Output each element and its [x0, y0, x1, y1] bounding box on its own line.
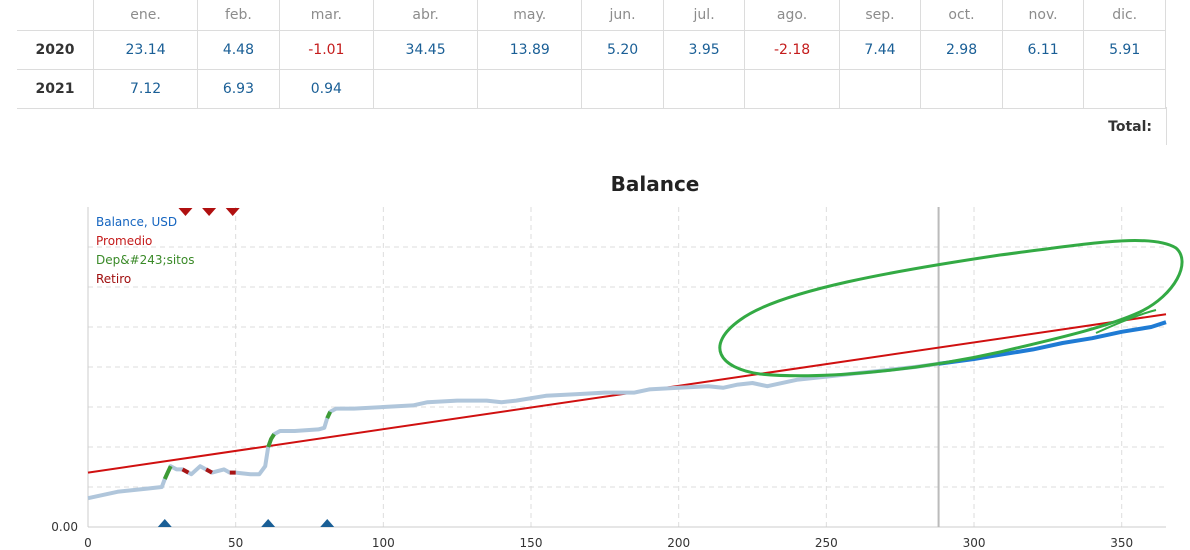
month-value: -1.01	[278, 30, 375, 70]
year-row-2020: 2020 23.14 4.48 -1.01 34.45 13.89 5.20 3…	[17, 30, 1166, 70]
month-value: 5.91	[1083, 30, 1166, 70]
annotation-stroke	[1095, 309, 1157, 334]
month-value	[744, 69, 840, 109]
legend-item: Dep&#243;sitos	[96, 253, 194, 267]
month-value: 0.94	[278, 69, 375, 109]
month-header: abr.	[373, 0, 479, 31]
deposit-marker	[261, 519, 276, 527]
chart-legend: Balance, USD Promedio Dep&#243;sitos Retiro	[96, 215, 194, 286]
withdrawal-marker	[178, 208, 193, 216]
annotation-ellipse	[718, 238, 1184, 378]
month-header: may.	[477, 0, 583, 31]
total-label: Total:	[1108, 119, 1152, 135]
month-value: 7.12	[92, 69, 199, 109]
month-header: feb.	[197, 0, 280, 31]
withdrawal-segment	[181, 467, 190, 475]
month-value	[477, 69, 583, 109]
deposit-segment	[325, 410, 333, 420]
y-tick-label: 0.00	[51, 520, 78, 534]
month-value	[838, 69, 922, 109]
chart-title: Balance	[610, 172, 700, 196]
month-header: oct.	[920, 0, 1003, 31]
month-value	[1001, 69, 1085, 109]
month-header: dic.	[1083, 0, 1166, 31]
month-value: -2.18	[744, 30, 840, 70]
x-tick-label: 350	[1110, 536, 1133, 550]
balance-recent-line	[938, 320, 1167, 366]
withdrawal-segment	[205, 467, 213, 475]
withdrawal-marker	[202, 208, 217, 216]
legend-item: Promedio	[96, 234, 152, 248]
deposit-marker	[157, 519, 172, 527]
balance-history-line	[87, 361, 939, 501]
month-header: nov.	[1001, 0, 1085, 31]
month-header: ago.	[744, 0, 840, 31]
total-row: Total:	[17, 107, 1167, 145]
x-tick-label: 200	[667, 536, 690, 550]
month-value: 13.89	[477, 30, 583, 70]
legend-item: Retiro	[96, 272, 131, 286]
month-value: 3.95	[662, 30, 746, 70]
month-value	[920, 69, 1003, 109]
month-value: 7.44	[838, 30, 922, 70]
x-tick-label: 250	[815, 536, 838, 550]
monthly-returns-table: ene. feb. mar. abr. may. jun. jul. ago. …	[17, 0, 1166, 109]
withdrawal-marker	[225, 208, 240, 216]
x-tick-label: 0	[84, 536, 92, 550]
month-value: 23.14	[92, 30, 199, 70]
year-row-2021: 2021 7.12 6.93 0.94	[17, 69, 1166, 109]
month-value: 2.98	[920, 30, 1003, 70]
deposit-marker	[320, 519, 335, 527]
month-header-row: ene. feb. mar. abr. may. jun. jul. ago. …	[17, 0, 1166, 31]
year-label: 2021	[17, 69, 94, 109]
deposit-segment	[266, 433, 276, 448]
legend-item: Balance, USD	[96, 215, 177, 229]
x-tick-label: 300	[963, 536, 986, 550]
deposit-segment	[162, 465, 173, 480]
x-tick-label: 50	[228, 536, 243, 550]
month-value	[581, 69, 664, 109]
month-value	[1083, 69, 1166, 109]
x-tick-label: 100	[372, 536, 395, 550]
month-value	[373, 69, 479, 109]
x-tick-label: 150	[520, 536, 543, 550]
